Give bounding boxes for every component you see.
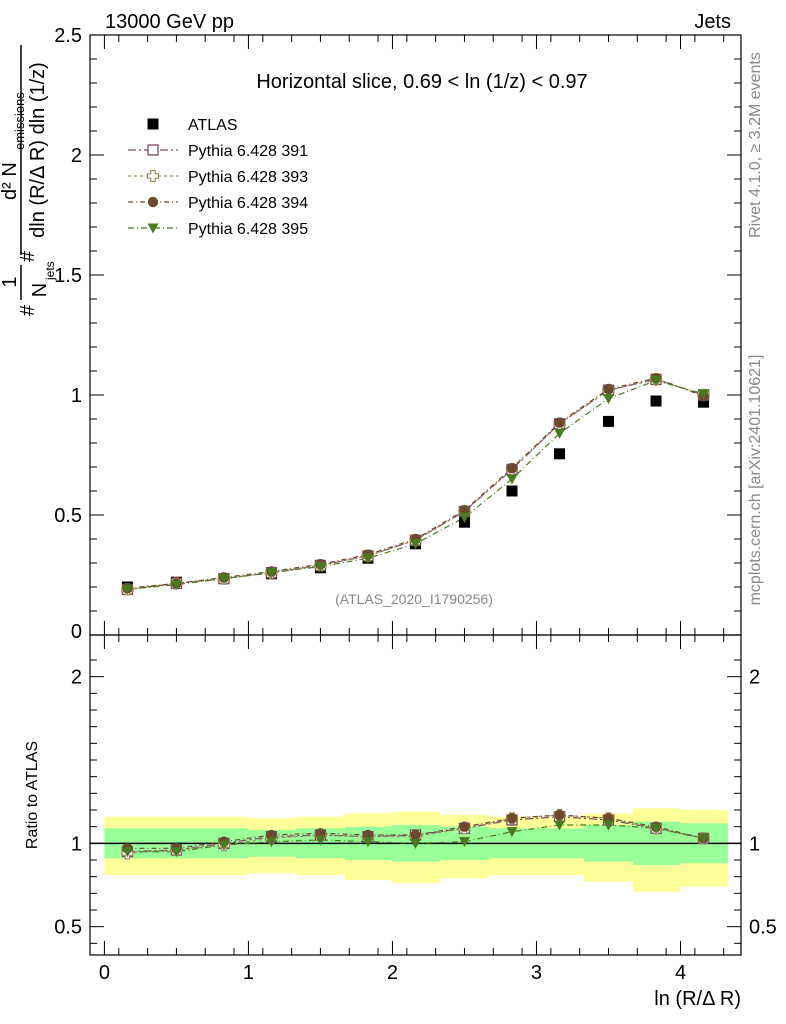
ylabel-frac1-den: N: [29, 283, 51, 297]
legend-marker-2: [146, 169, 160, 183]
main-panel: 0 0.5 1 1.5 2 2.5 Horizontal slice, 0.69 < ln…: [0, 25, 742, 643]
main-point-s0-9: [554, 448, 566, 460]
main-point-s0-8: [506, 485, 518, 497]
main-point-s0-10: [602, 415, 614, 427]
main-point-s4-10: [602, 394, 614, 405]
ratio-point-s3-3: [265, 837, 277, 848]
ratio-ytick-label-right-2: 2: [749, 667, 760, 689]
main-point-s4-1: [170, 580, 182, 591]
ratio-point-s3-11: [650, 823, 662, 834]
ratio-point-s3-7: [458, 837, 470, 848]
ratio-point-s2-6: [410, 829, 421, 841]
ratio-point-s3-4: [314, 835, 326, 846]
main-line-series-1: [127, 378, 704, 590]
ratio-point-s2-7: [459, 821, 470, 832]
main-ytick-label-5: 2.5: [54, 25, 82, 47]
header-left-label: 13000 GeV pp: [105, 11, 234, 33]
main-point-s0-11: [650, 395, 662, 407]
ratio-point-s3-6: [410, 838, 421, 849]
main-ticks: 0 0.5 1 1.5 2 2.5: [54, 25, 741, 643]
ylabel-frac2-num: d² N: [0, 162, 21, 200]
ratio-y-axis-label: Ratio to ATLAS: [24, 741, 41, 849]
x-axis-label: ln (R/Δ R): [654, 988, 741, 1010]
ratio-ytick-label-right-0: 0.5: [749, 917, 777, 939]
main-ytick-label-4: 2: [71, 145, 82, 167]
watermark: (ATLAS_2020_I1790256): [335, 591, 493, 607]
main-point-s4-6: [410, 539, 421, 550]
main-point-s4-11: [650, 376, 662, 387]
ratio-point-s3-10: [602, 820, 614, 831]
ratio-uncertainty-bands: [104, 808, 729, 892]
main-ytick-label-2: 1: [71, 385, 82, 407]
main-point-s4-2: [218, 574, 230, 585]
legend-label-2: Pythia 6.428 393: [188, 169, 308, 186]
rivet-label: Rivet 4.1.0, ≥ 3.2M events: [747, 52, 764, 238]
x-tick-label-0: 0: [99, 962, 110, 984]
main-line-series-2: [127, 378, 704, 590]
legend-label-1: Pythia 6.428 391: [188, 143, 308, 160]
x-tick-label-2: 2: [387, 962, 398, 984]
main-point-s4-9: [554, 428, 566, 439]
main-ytick-label-0: 0: [71, 621, 82, 643]
main-point-s3-9: [554, 417, 565, 428]
legend-marker-0: [147, 118, 159, 130]
main-line-series-3: [127, 377, 704, 589]
main-point-s4-5: [362, 553, 374, 564]
main-point-s4-12: [698, 389, 710, 400]
main-point-s4-8: [506, 474, 518, 485]
header-right-label: Jets: [694, 11, 731, 33]
ylabel-frac1-den-sub: jets: [43, 261, 57, 281]
main-line-series-4: [127, 379, 704, 590]
ratio-point-s2-8: [506, 813, 518, 824]
legend-label-3: Pythia 6.428 394: [188, 195, 308, 212]
ratio-ytick-label-2: 2: [71, 667, 82, 689]
main-data-marks: [121, 373, 710, 596]
ratio-ticks: 0.5 0.5 1 1 2 2 0 1 2 3 4: [54, 635, 777, 984]
main-y-axis-label: # 1 N jets # d² N emissions dln (R/Δ R) …: [0, 45, 57, 316]
ratio-data-marks: [121, 808, 710, 860]
legend-marker-4: [147, 223, 159, 234]
legend-marker-1: [147, 144, 159, 156]
legend-label-4: Pythia 6.428 395: [188, 221, 308, 238]
ratio-ytick-label-right-1: 1: [749, 833, 760, 855]
main-ytick-label-3: 1.5: [54, 265, 82, 287]
x-tick-label-4: 4: [675, 962, 686, 984]
main-point-s0-12: [698, 396, 710, 408]
ratio-point-s3-2: [218, 840, 230, 851]
legend-label-0: ATLAS: [188, 117, 238, 134]
ratio-point-s3-1: [170, 847, 182, 858]
main-point-s4-4: [314, 562, 326, 573]
x-tick-label-3: 3: [531, 962, 542, 984]
ylabel-frac1-num: 1: [0, 276, 21, 287]
main-point-s3-10: [603, 383, 614, 395]
ratio-panel: 0.5 0.5 1 1 2 2 0 1 2 3 4 Ratio to ATLAS ln (R/Δ R…: [24, 634, 777, 1010]
ylabel-frac2-num-sub: emissions: [12, 92, 27, 150]
ratio-point-s3-0: [121, 847, 133, 858]
mcplots-label: mcplots.cern.ch [arXiv:2401.10621]: [747, 355, 764, 606]
main-point-s4-0: [121, 584, 133, 595]
ratio-point-s3-5: [362, 837, 374, 848]
main-ytick-label-1: 0.5: [54, 505, 82, 527]
x-tick-label-1: 1: [243, 962, 254, 984]
ylabel-hash-2: #: [17, 250, 39, 262]
legend-marker-3: [147, 196, 159, 208]
ratio-point-s2-9: [554, 809, 565, 821]
ratio-ytick-label-1: 1: [71, 833, 82, 855]
legend: ATLAS Pythia 6.428 391 Pythia 6.428 393 Pyt…: [128, 117, 308, 238]
ratio-point-s3-9: [554, 820, 566, 831]
main-point-s4-7: [458, 512, 470, 523]
ylabel-hash-1: #: [17, 304, 39, 316]
main-title: Horizontal slice, 0.69 < ln (1/z) < 0.97: [256, 71, 587, 93]
ratio-point-s3-12: [698, 833, 710, 844]
ratio-frame: [89, 634, 742, 956]
ylabel-frac2-den: dln (R/Δ R) dln (1/z): [27, 62, 49, 238]
ratio-point-s3-8: [506, 827, 518, 838]
main-point-s4-3: [265, 568, 277, 579]
main-point-s3-8: [506, 463, 518, 474]
main-point-s3-7: [459, 505, 470, 516]
ratio-ytick-label-0: 0.5: [54, 917, 82, 939]
